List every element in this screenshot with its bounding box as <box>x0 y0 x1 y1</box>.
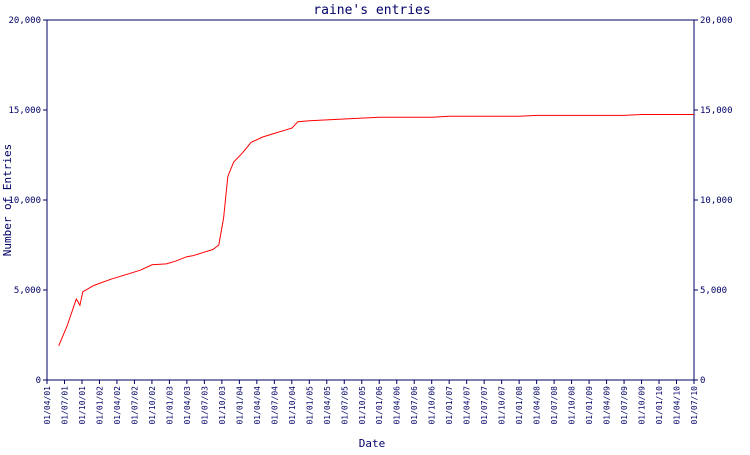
y-ticks-right: 0 5,000 10,000 15,000 20,000 <box>694 16 733 386</box>
x-tick-label: 01/01/07 <box>445 386 454 425</box>
x-tick-label: 01/04/05 <box>323 386 332 425</box>
x-tick-label: 01/10/07 <box>498 386 507 425</box>
axes <box>46 19 695 381</box>
y-ticks-left: 0 5,000 10,000 15,000 20,000 <box>8 16 47 386</box>
y-tick-label-left: 5,000 <box>14 286 41 296</box>
series-layer <box>58 114 694 346</box>
x-tick-label: 01/04/01 <box>43 386 52 425</box>
series-line <box>58 114 694 346</box>
y-tick-label-left: 10,000 <box>8 196 41 206</box>
x-tick-label: 01/07/06 <box>410 386 419 425</box>
x-tick-label: 01/07/04 <box>270 386 279 425</box>
x-tick-label: 01/07/05 <box>340 386 349 425</box>
x-tick-label: 01/04/03 <box>183 386 192 425</box>
x-axis-label: Date <box>359 437 386 450</box>
x-tick-label: 01/10/02 <box>148 386 157 425</box>
y-tick-label-right: 15,000 <box>700 106 733 116</box>
x-tick-label: 01/10/06 <box>428 386 437 425</box>
y-tick-label-right: 20,000 <box>700 16 733 26</box>
x-tick-label: 01/01/06 <box>375 386 384 425</box>
x-tick-label: 01/10/09 <box>638 386 647 425</box>
x-tick-label: 01/07/07 <box>480 386 489 425</box>
x-tick-label: 01/01/10 <box>655 386 664 425</box>
x-tick-label: 01/10/04 <box>288 386 297 425</box>
x-tick-label: 01/01/02 <box>95 386 104 425</box>
x-tick-label: 01/07/09 <box>620 386 629 425</box>
x-tick-label: 01/10/08 <box>568 386 577 425</box>
x-tick-label: 01/04/08 <box>533 386 542 425</box>
x-tick-label: 01/04/04 <box>253 386 262 425</box>
x-tick-label: 01/01/08 <box>515 386 524 425</box>
chart-title: raine's entries <box>313 3 430 18</box>
x-tick-label: 01/07/08 <box>550 386 559 425</box>
x-tick-label: 01/07/02 <box>130 386 139 425</box>
x-tick-label: 01/01/04 <box>235 386 244 425</box>
x-tick-label: 01/01/05 <box>305 386 314 425</box>
x-tick-label: 01/01/03 <box>165 386 174 425</box>
y-tick-label-left: 0 <box>36 376 41 386</box>
y-tick-label-left: 15,000 <box>8 106 41 116</box>
y-tick-label-left: 20,000 <box>8 16 41 26</box>
y-tick-label-right: 0 <box>700 376 705 386</box>
x-tick-label: 01/10/03 <box>218 386 227 425</box>
x-tick-label: 01/04/09 <box>603 386 612 425</box>
x-tick-label: 01/01/09 <box>585 386 594 425</box>
x-tick-label: 01/07/10 <box>690 386 699 425</box>
x-tick-label: 01/07/01 <box>60 386 69 425</box>
x-tick-label: 01/04/02 <box>113 386 122 425</box>
x-tick-label: 01/04/10 <box>673 386 682 425</box>
x-tick-label: 01/04/06 <box>393 386 402 425</box>
x-ticks: 01/04/01 01/07/01 01/10/01 01/01/02 01/04/02… <box>43 380 699 425</box>
x-tick-label: 01/04/07 <box>463 386 472 425</box>
y-tick-label-right: 5,000 <box>700 286 727 296</box>
y-tick-label-right: 10,000 <box>700 196 733 206</box>
x-tick-label: 01/10/01 <box>78 386 87 425</box>
x-tick-label: 01/07/03 <box>200 386 209 425</box>
x-tick-label: 01/10/05 <box>358 386 367 425</box>
y-axis-label: Number of Entries <box>1 144 14 257</box>
